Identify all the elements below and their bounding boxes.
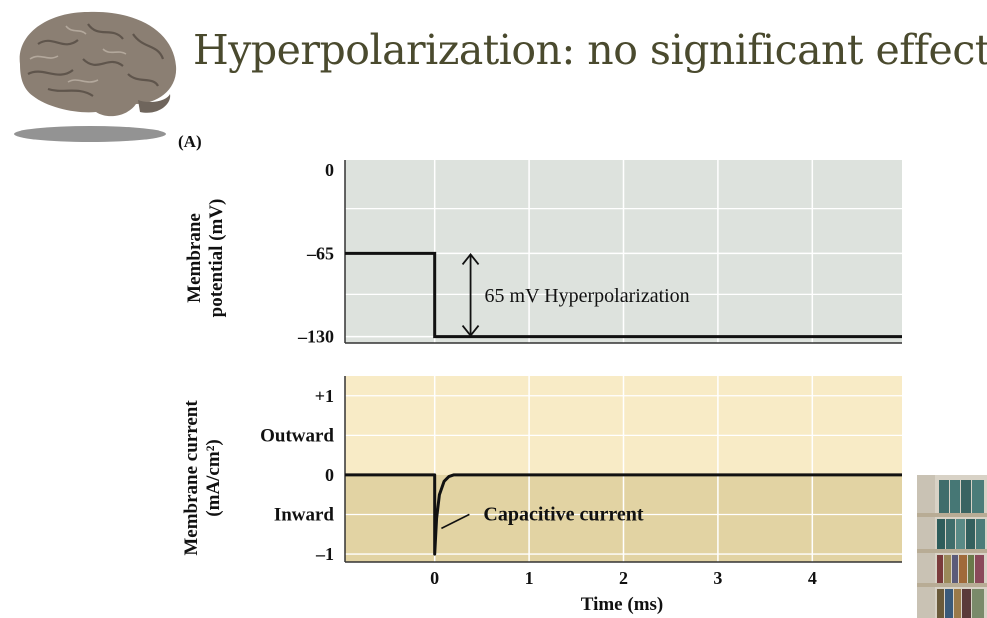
plot2-ytick-label-1: 0 — [325, 465, 334, 485]
xtick-label-2: 2 — [619, 568, 628, 588]
x-axis-label: Time (ms) — [581, 594, 664, 615]
plot1-y-label: Membranepotential (mV) — [184, 199, 227, 318]
plot1-arrowhead-up — [461, 252, 480, 265]
plot2-annotation-leader — [441, 513, 470, 530]
slide-title: Hyperpolarization: no significant effect… — [193, 26, 987, 74]
plot2-ytick-label-0: +1 — [315, 386, 334, 406]
plot2-annotation-text: Capacitive current — [483, 503, 643, 525]
plot1-voltage-trace — [345, 251, 902, 339]
panel-label: (A) — [178, 132, 202, 151]
xtick-label-3: 3 — [713, 568, 722, 588]
plot2-ytick-label-2: –1 — [315, 544, 334, 564]
plot1-ytick-label-0: 0 — [325, 160, 334, 180]
xtick-label-0: 0 — [430, 568, 439, 588]
plot1-ytick-label-1: –65 — [306, 243, 334, 263]
xtick-label-1: 1 — [525, 568, 534, 588]
plot2-inward-label: Inward — [274, 505, 335, 526]
plot1-y-label-line1: Membrane — [184, 213, 205, 303]
plot2-outward-label: Outward — [260, 425, 334, 446]
membrane-potential-chart: 0 –65 –130 Membranepotential (mV) 65 mV Hype… — [184, 160, 902, 347]
brain-image — [14, 11, 177, 142]
plot2-current-trace — [345, 473, 902, 556]
membrane-current-chart: +1 0 –1 Outward Inward 0 1 2 3 4 Membrane current(… — [181, 376, 902, 588]
xtick-label-4: 4 — [808, 568, 817, 588]
plot2-y-label-line2: (mA/cm²) — [203, 439, 224, 516]
plot1-arrowhead-down — [461, 325, 480, 338]
plot2-y-label: Membrane current(mA/cm²) — [181, 400, 224, 556]
plot2-y-label-line1: Membrane current — [181, 400, 202, 556]
bookshelf-image — [917, 475, 987, 618]
plot1-ytick-label-2: –130 — [297, 327, 334, 347]
plot1-annotation-text: 65 mV Hyperpolarization — [485, 285, 690, 307]
plot1-y-label-line2: potential (mV) — [206, 199, 227, 318]
